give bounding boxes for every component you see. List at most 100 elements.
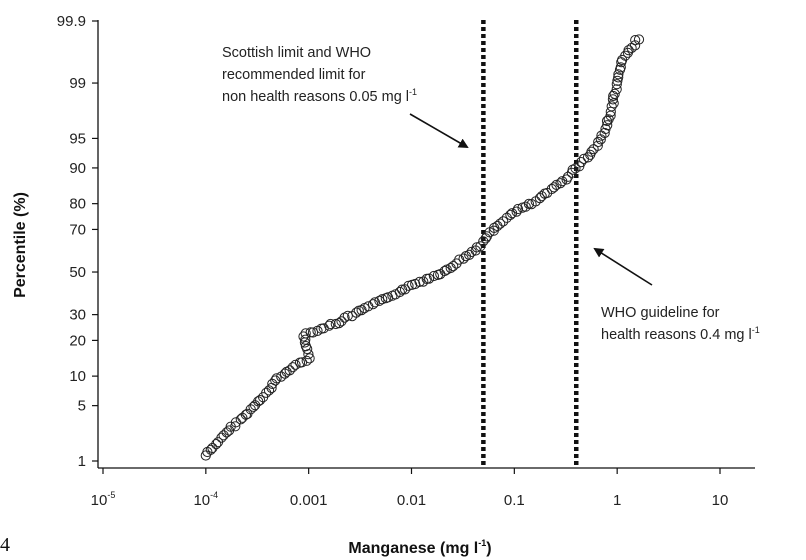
- data-point: [458, 253, 469, 264]
- x-tick-label: 1: [613, 492, 621, 509]
- y-tick-label: 90: [69, 160, 86, 177]
- data-point: [609, 88, 620, 100]
- y-tick-label: 99.9: [57, 13, 86, 30]
- data-point: [606, 101, 617, 112]
- data-point: [475, 241, 486, 252]
- data-point: [633, 34, 645, 45]
- data-point: [336, 316, 347, 327]
- data-point: [414, 276, 425, 287]
- data-point: [205, 444, 216, 455]
- scottish-limit-annotation-line: non health reasons 0.05 mg l-1: [222, 87, 417, 105]
- scottish-limit-arrow: [409, 113, 469, 149]
- data-point: [287, 362, 298, 373]
- data-point: [602, 120, 613, 131]
- data-point: [611, 79, 622, 90]
- y-tick-label: 10: [69, 368, 86, 385]
- data-point: [448, 261, 459, 272]
- data-point: [536, 191, 547, 202]
- data-point: [620, 50, 631, 61]
- data-point: [608, 90, 619, 102]
- data-point: [221, 427, 232, 438]
- data-point: [230, 421, 241, 432]
- data-point: [454, 254, 465, 265]
- data-point: [480, 233, 491, 244]
- figure-number: 4: [0, 534, 10, 556]
- data-point: [211, 439, 222, 450]
- data-point: [397, 284, 408, 295]
- data-point: [368, 299, 379, 310]
- y-tick-label: 20: [69, 332, 86, 349]
- data-point: [271, 373, 282, 384]
- data-point: [263, 385, 275, 396]
- data-point: [439, 265, 450, 277]
- data-point: [512, 203, 524, 215]
- data-point: [548, 182, 560, 193]
- x-tick-label: 10-5: [91, 490, 116, 509]
- y-tick-label: 50: [69, 264, 86, 281]
- x-tick-label: 0.001: [290, 492, 328, 509]
- reference-lines: [481, 20, 579, 468]
- data-point: [498, 216, 509, 227]
- data-point: [339, 312, 350, 323]
- y-tick-label: 30: [69, 307, 86, 324]
- data-point: [303, 349, 314, 360]
- data-point: [418, 276, 429, 287]
- data-point: [207, 442, 218, 454]
- data-point: [593, 136, 604, 148]
- data-point: [523, 198, 535, 209]
- data-point: [520, 201, 531, 212]
- data-point: [576, 157, 587, 168]
- data-point: [505, 209, 516, 220]
- data-point: [623, 45, 634, 56]
- y-tick-label: 95: [69, 130, 86, 147]
- data-point: [611, 84, 622, 95]
- y-axis-label: Percentile (%): [12, 192, 29, 298]
- data-point: [495, 218, 506, 229]
- data-point: [325, 318, 336, 330]
- y-tick-label: 99: [69, 75, 86, 92]
- data-point: [592, 140, 603, 151]
- x-axis-label: Manganese (mg l-1): [348, 538, 491, 557]
- data-point: [298, 331, 309, 342]
- data-point: [399, 284, 411, 295]
- x-tick-label: 0.01: [397, 492, 426, 509]
- x-tick-label: 0.1: [504, 492, 525, 509]
- scottish-limit-annotation-line: recommended limit for: [222, 67, 366, 83]
- data-point: [582, 152, 594, 163]
- data-point: [369, 297, 380, 308]
- x-tick-label: 10-4: [193, 490, 218, 509]
- data-point: [561, 174, 572, 185]
- y-axis: 1 5 10 20 30 50 70 80 90 95 99 99.9: [57, 13, 98, 470]
- scottish-limit-annotation-line: Scottish limit and WHO: [222, 45, 371, 61]
- data-point: [394, 286, 405, 298]
- x-tick-label: 10: [712, 492, 729, 509]
- y-tick-label: 80: [69, 196, 86, 213]
- plot-frame: [97, 20, 755, 469]
- who-guideline-annotation-line: WHO guideline for: [601, 305, 720, 321]
- data-point: [555, 178, 566, 189]
- who-guideline-annotation-line: health reasons 0.4 mg l-1: [601, 325, 760, 343]
- data-point: [300, 328, 311, 339]
- data-point: [351, 307, 362, 318]
- data-point: [586, 146, 597, 157]
- data-point: [630, 35, 641, 46]
- data-point: [270, 375, 281, 386]
- data-point: [374, 295, 385, 306]
- data-point: [284, 365, 295, 376]
- annotations: Scottish limit and WHO recommended limit …: [222, 45, 760, 343]
- x-axis: 10-5 10-4 0.001 0.01 0.1 1 10: [91, 468, 729, 509]
- data-point: [290, 359, 301, 370]
- data-point: [613, 69, 624, 80]
- data-point: [562, 171, 574, 182]
- data-point: [255, 395, 266, 406]
- data-point: [304, 353, 315, 364]
- y-tick-label: 70: [69, 221, 86, 238]
- data-point: [599, 127, 610, 139]
- data-point: [428, 270, 439, 282]
- data-point: [615, 62, 626, 73]
- data-point: [567, 164, 578, 175]
- data-point: [630, 40, 641, 51]
- who-guideline-arrow: [593, 247, 653, 286]
- data-point: [382, 292, 394, 303]
